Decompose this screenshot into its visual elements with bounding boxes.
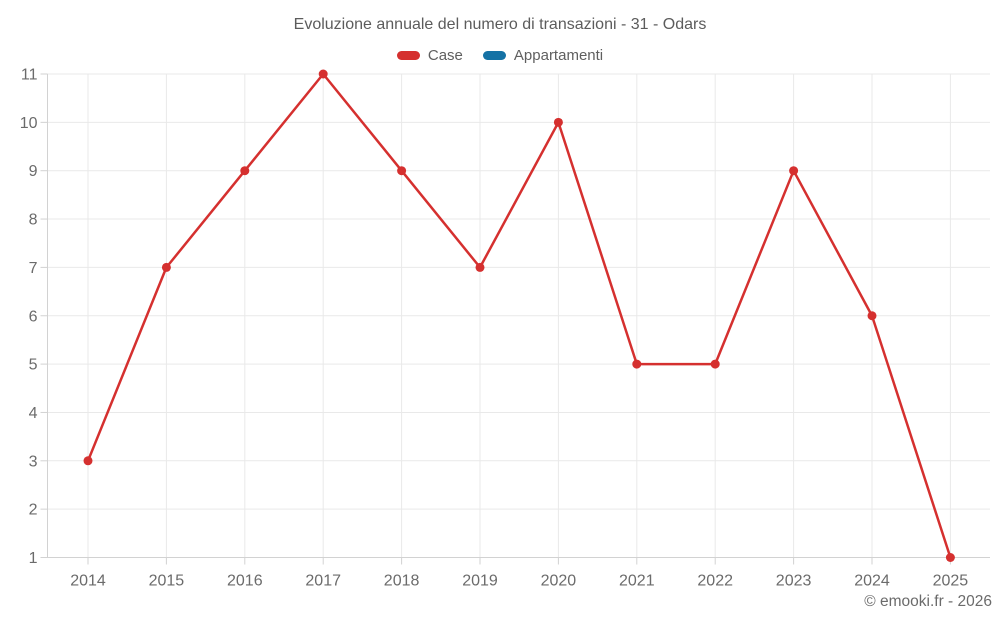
chart-title: Evoluzione annuale del numero di transaz… (293, 16, 707, 33)
svg-text:2021: 2021 (619, 573, 655, 590)
svg-text:1: 1 (29, 550, 38, 567)
svg-text:2: 2 (29, 502, 38, 519)
svg-text:2017: 2017 (305, 573, 341, 590)
svg-text:2020: 2020 (541, 573, 577, 590)
svg-text:3: 3 (29, 453, 38, 470)
svg-text:2023: 2023 (776, 573, 812, 590)
footer-credit: © emooki.fr - 2026 (864, 593, 992, 610)
legend-item-appartamenti[interactable]: Appartamenti (482, 47, 604, 64)
svg-text:6: 6 (29, 308, 38, 325)
svg-text:8: 8 (29, 212, 38, 229)
svg-text:2022: 2022 (697, 573, 733, 590)
svg-text:2025: 2025 (933, 573, 969, 590)
legend-label-appartamenti: Appartamenti (513, 47, 604, 64)
case-series-swatch-icon (396, 51, 420, 60)
appartamenti-series-swatch-icon (482, 51, 506, 60)
legend-label-case: Case (427, 47, 463, 64)
svg-text:5: 5 (29, 357, 38, 374)
svg-text:2024: 2024 (854, 573, 890, 590)
svg-text:2014: 2014 (70, 573, 106, 590)
svg-text:4: 4 (29, 405, 38, 422)
svg-text:2018: 2018 (384, 573, 420, 590)
svg-text:2019: 2019 (462, 573, 498, 590)
svg-text:11: 11 (21, 67, 38, 84)
svg-text:2015: 2015 (149, 573, 185, 590)
svg-text:10: 10 (20, 115, 38, 132)
svg-text:2016: 2016 (227, 573, 263, 590)
svg-text:9: 9 (29, 163, 38, 180)
svg-text:7: 7 (29, 260, 38, 277)
legend-item-case[interactable]: Case (396, 47, 463, 64)
legend: Case Appartamenti (0, 47, 1000, 64)
